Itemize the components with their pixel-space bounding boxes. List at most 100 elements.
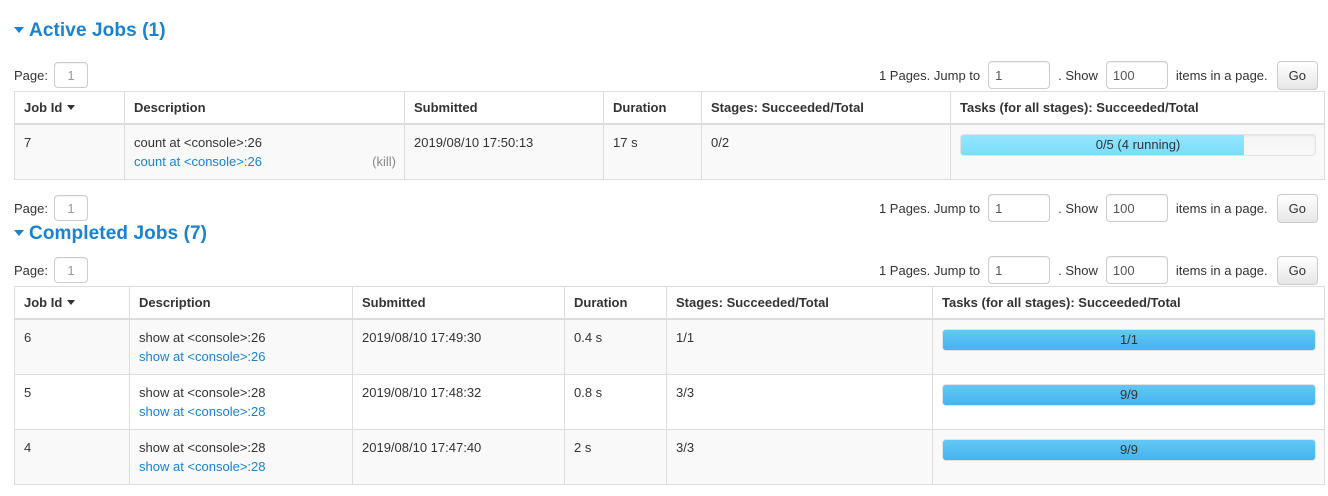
show-label: . Show <box>1058 200 1098 216</box>
cell-tasks: 1/1 <box>932 319 1325 376</box>
page-label: Page: <box>14 67 48 83</box>
items-in-page-label: items in a page. <box>1175 262 1268 278</box>
completed-jobs-heading[interactable]: Completed Jobs (7) <box>0 224 1328 244</box>
description-link[interactable]: count at <console>:26 <box>134 154 262 170</box>
pages-jump-label: 1 Pages. Jump to <box>878 67 981 83</box>
cell-job-id: 7 <box>14 124 125 181</box>
page-label: Page: <box>14 262 48 278</box>
spacer <box>0 41 1328 59</box>
completed-go-button[interactable]: Go <box>1276 255 1318 285</box>
page-label: Page: <box>14 200 48 216</box>
caret-down-icon <box>14 230 24 237</box>
active-pager-bottom: Page: 1 Pages. Jump to . Show items in a… <box>0 192 1328 224</box>
pages-jump-label: 1 Pages. Jump to <box>878 200 981 216</box>
completed-pager-top-left: Page: <box>14 254 88 286</box>
tasks-progress-bar: 9/9 <box>942 439 1316 462</box>
active-pager-top-right: 1 Pages. Jump to . Show items in a page.… <box>879 59 1318 91</box>
tasks-progress-label: 1/1 <box>1119 332 1139 348</box>
cell-tasks: 9/9 <box>932 429 1325 486</box>
cell-submitted: 2019/08/10 17:47:40 <box>352 429 565 486</box>
spacer <box>0 180 1328 192</box>
cell-description: show at <console>:28 show at <console>:2… <box>129 374 353 431</box>
active-jobs-title: Active Jobs (1) <box>29 20 166 41</box>
tasks-progress-bar: 0/5 (4 running) <box>960 134 1316 157</box>
completed-table-header-row: Job Id Description Submitted Duration St… <box>14 286 1325 321</box>
table-row: 7 count at <console>:26 count at <consol… <box>14 124 1325 181</box>
description-link[interactable]: show at <console>:26 <box>139 349 266 365</box>
tasks-progress-bar: 1/1 <box>942 329 1316 352</box>
tasks-progress-fill <box>961 135 1245 156</box>
column-header-tasks[interactable]: Tasks (for all stages): Succeeded/Total <box>950 91 1325 126</box>
column-header-duration[interactable]: Duration <box>603 91 702 126</box>
cell-stages: 3/3 <box>666 374 933 431</box>
table-row: 6 show at <console>:26 show at <console>… <box>14 319 1325 376</box>
sort-descending-icon <box>67 105 76 111</box>
completed-pager-top: Page: 1 Pages. Jump to . Show items in a… <box>0 254 1328 286</box>
description-link-row: show at <console>:28 <box>139 457 344 476</box>
kill-job-link[interactable]: (kill) <box>372 154 396 170</box>
description-link[interactable]: show at <console>:28 <box>139 404 266 420</box>
description-link-row: show at <console>:28 <box>139 402 344 421</box>
column-header-job-id[interactable]: Job Id <box>14 91 125 126</box>
items-in-page-label: items in a page. <box>1175 200 1268 216</box>
table-row: 4 show at <console>:28 show at <console>… <box>14 429 1325 486</box>
table-row: 5 show at <console>:28 show at <console>… <box>14 374 1325 431</box>
completed-show-items-input[interactable] <box>1105 256 1168 285</box>
tasks-progress-label: 9/9 <box>1119 442 1139 458</box>
completed-jobs-table: Job Id Description Submitted Duration St… <box>14 286 1325 486</box>
cell-submitted: 2019/08/10 17:50:13 <box>404 124 604 181</box>
active-show-items-input-bottom[interactable] <box>1105 194 1168 223</box>
active-jump-to-input-bottom[interactable] <box>988 194 1051 223</box>
column-header-description[interactable]: Description <box>124 91 405 126</box>
active-page-number-input[interactable] <box>53 62 88 89</box>
cell-duration: 17 s <box>603 124 702 181</box>
show-label: . Show <box>1058 67 1098 83</box>
description-text: count at <console>:26 <box>134 135 262 151</box>
active-jump-to-input[interactable] <box>988 61 1051 90</box>
column-header-job-id-label: Job Id <box>24 100 63 116</box>
column-header-stages[interactable]: Stages: Succeeded/Total <box>666 286 933 321</box>
cell-duration: 0.4 s <box>564 319 667 376</box>
show-label: . Show <box>1058 262 1098 278</box>
active-go-button-bottom[interactable]: Go <box>1276 193 1318 223</box>
cell-job-id: 6 <box>14 319 130 376</box>
active-pager-top-left: Page: <box>14 59 88 91</box>
cell-description: count at <console>:26 count at <console>… <box>124 124 405 181</box>
tasks-progress-label: 0/5 (4 running) <box>1095 137 1181 153</box>
spark-jobs-page: Active Jobs (1) Page: 1 Pages. Jump to .… <box>0 0 1328 486</box>
completed-jump-to-input[interactable] <box>988 256 1051 285</box>
completed-table-body: 6 show at <console>:26 show at <console>… <box>14 319 1325 486</box>
active-pager-bottom-left: Page: <box>14 192 88 224</box>
description-link[interactable]: show at <console>:28 <box>139 459 266 475</box>
column-header-stages[interactable]: Stages: Succeeded/Total <box>701 91 951 126</box>
description-link-row: count at <console>:26 (kill) <box>134 152 396 171</box>
active-show-items-input[interactable] <box>1105 61 1168 90</box>
top-spacer <box>0 0 1328 21</box>
cell-tasks: 0/5 (4 running) <box>950 124 1325 181</box>
active-pager-bottom-right: 1 Pages. Jump to . Show items in a page.… <box>879 192 1318 224</box>
completed-page-number-input[interactable] <box>53 257 88 284</box>
column-header-submitted[interactable]: Submitted <box>404 91 604 126</box>
sort-descending-icon <box>67 300 76 306</box>
cell-job-id: 4 <box>14 429 130 486</box>
pages-jump-label: 1 Pages. Jump to <box>878 262 981 278</box>
column-header-description[interactable]: Description <box>129 286 353 321</box>
spacer <box>0 244 1328 254</box>
column-header-submitted[interactable]: Submitted <box>352 286 565 321</box>
tasks-progress-fill <box>943 385 1315 406</box>
completed-pager-top-right: 1 Pages. Jump to . Show items in a page.… <box>879 254 1318 286</box>
active-page-number-input-bottom[interactable] <box>53 195 88 222</box>
cell-tasks: 9/9 <box>932 374 1325 431</box>
cell-description: show at <console>:28 show at <console>:2… <box>129 429 353 486</box>
active-go-button-top[interactable]: Go <box>1276 60 1318 90</box>
description-text: show at <console>:26 <box>139 330 266 346</box>
caret-down-icon <box>14 27 24 33</box>
cell-submitted: 2019/08/10 17:48:32 <box>352 374 565 431</box>
column-header-duration[interactable]: Duration <box>564 286 667 321</box>
column-header-tasks[interactable]: Tasks (for all stages): Succeeded/Total <box>932 286 1325 321</box>
active-jobs-heading[interactable]: Active Jobs (1) <box>0 21 1328 41</box>
active-table-header-row: Job Id Description Submitted Duration St… <box>14 91 1325 126</box>
cell-submitted: 2019/08/10 17:49:30 <box>352 319 565 376</box>
column-header-job-id[interactable]: Job Id <box>14 286 130 321</box>
tasks-progress-bar: 9/9 <box>942 384 1316 407</box>
